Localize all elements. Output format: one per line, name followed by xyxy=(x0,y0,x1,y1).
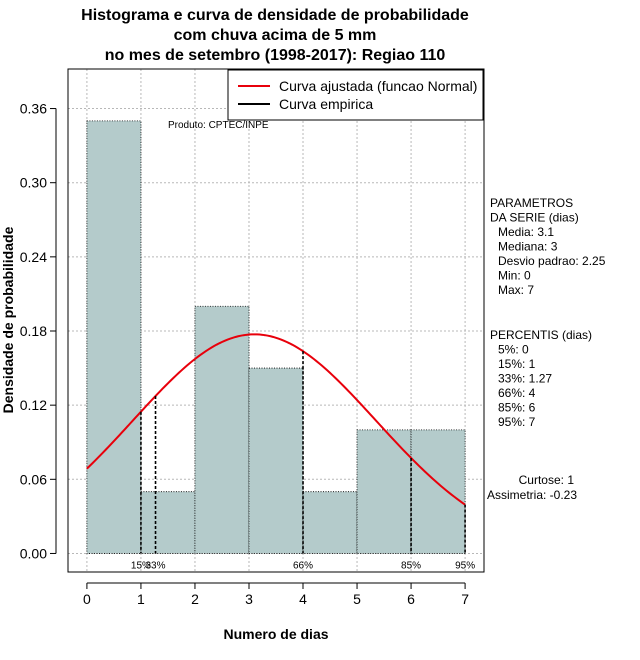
percentile-marker-label: 85% xyxy=(401,560,421,571)
title-line: no mes de setembro (1998-2017): Regiao 1… xyxy=(105,47,446,64)
percentiles-heading: PERCENTIS (dias) xyxy=(490,328,592,342)
y-tick-label: 0.00 xyxy=(20,545,47,561)
percentile-marker-label: 15% xyxy=(131,560,151,571)
title-line: com chuva acima de 5 mm xyxy=(174,27,377,44)
parameter-item: Max: 7 xyxy=(498,283,534,297)
y-tick-label: 0.18 xyxy=(20,323,47,339)
y-axis-title: Densidade de probabilidade xyxy=(0,226,16,413)
product-annotation: Produto: CPTEC/INPE xyxy=(168,120,269,131)
fitted-curve xyxy=(86,333,466,506)
x-axis-title: Numero de dias xyxy=(223,626,328,642)
skewness-text: Assimetria: -0.23 xyxy=(487,488,577,502)
percentile-marker-label: 33% xyxy=(146,560,166,571)
chart-title: Histograma e curva de densidade de proba… xyxy=(81,7,469,64)
kurtosis-text: Curtose: 1 xyxy=(519,473,575,487)
parameters-heading: PARAMETROS xyxy=(490,196,573,210)
histogram-bar xyxy=(356,429,412,554)
parameter-item: Desvio padrao: 2.25 xyxy=(498,254,606,268)
plot-frame xyxy=(67,68,485,573)
y-tick-label: 0.06 xyxy=(20,471,47,487)
percentile-item: 85%: 6 xyxy=(498,401,536,415)
x-tick-label: 5 xyxy=(353,591,361,607)
percentile-item: 33%: 1.27 xyxy=(498,372,552,386)
parameter-item: Media: 3.1 xyxy=(498,225,554,239)
y-tick-label: 0.30 xyxy=(20,175,47,191)
histogram-bar xyxy=(410,429,466,554)
x-tick-label: 4 xyxy=(299,591,307,607)
parameter-item: Mediana: 3 xyxy=(498,240,558,254)
parameters-heading: DA SERIE (dias) xyxy=(490,211,579,225)
histogram-bar xyxy=(194,305,250,554)
histogram-bar xyxy=(86,120,142,554)
legend-box xyxy=(227,69,484,121)
parameter-item: Min: 0 xyxy=(498,269,531,283)
y-tick-label: 0.12 xyxy=(20,397,47,413)
x-tick-label: 0 xyxy=(83,591,91,607)
legend: Curva ajustada (funcao Normal) Curva empi… xyxy=(227,69,484,121)
x-tick-label: 3 xyxy=(245,591,253,607)
histogram-bars xyxy=(86,120,466,554)
percentile-markers: 15%33% 66% 85% 95% xyxy=(131,351,475,571)
x-tick-label: 1 xyxy=(137,591,145,607)
percentile-marker-label: 95% xyxy=(455,560,475,571)
title-line: Histograma e curva de densidade de proba… xyxy=(81,7,469,24)
percentile-item: 95%: 7 xyxy=(498,415,536,429)
axes: 0 1 2 3 4 5 6 7 0.00 0.06 0.12 0.18 0.24 0.30 0.36 Nume… xyxy=(0,68,485,642)
y-tick-label: 0.36 xyxy=(20,101,47,117)
histogram-bar xyxy=(302,491,358,554)
percentile-item: 5%: 0 xyxy=(498,343,529,357)
percentile-item: 66%: 4 xyxy=(498,386,536,400)
histogram-bar xyxy=(248,367,304,554)
x-tick-label: 6 xyxy=(407,591,415,607)
x-tick-label: 2 xyxy=(191,591,199,607)
fitted-curve-line xyxy=(86,333,466,506)
percentile-item: 15%: 1 xyxy=(498,357,536,371)
x-tick-label: 7 xyxy=(461,591,469,607)
y-tick-label: 0.24 xyxy=(20,249,47,265)
legend-fitted-label: Curva ajustada (funcao Normal) xyxy=(279,78,477,94)
percentile-marker-label: 66% xyxy=(293,560,313,571)
legend-empirical-label: Curva empirica xyxy=(279,96,373,112)
histogram-bar xyxy=(140,491,196,554)
